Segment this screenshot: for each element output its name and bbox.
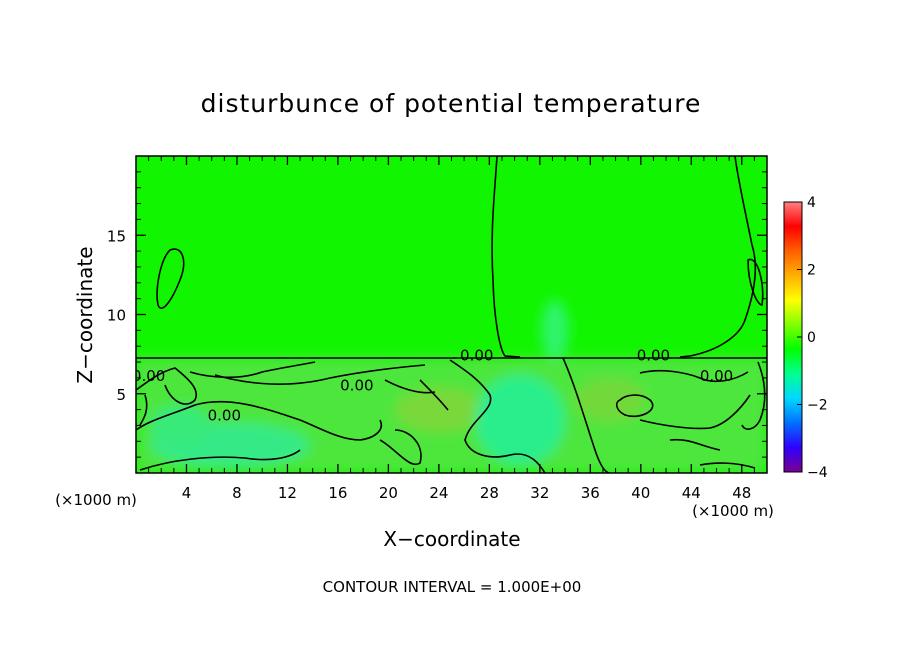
contour-line (214, 364, 426, 385)
contour-line (449, 359, 546, 473)
x-axis-label: X−coordinate (383, 527, 520, 551)
y-tick-label: 5 (116, 386, 126, 404)
contour-label: 0.00 (208, 407, 241, 425)
y-axis: 5 10 15 (107, 171, 767, 458)
warm-patch-2 (575, 378, 645, 422)
y-tick-label: 15 (107, 227, 126, 245)
contour-line (419, 379, 449, 411)
x-tick-label: 36 (581, 484, 600, 502)
contour-line (139, 449, 301, 471)
contour-label: 0.00 (340, 377, 373, 395)
y-axis-label: Z−coordinate (73, 246, 97, 383)
contour-line (639, 370, 749, 383)
colorbar-tick-label: 2 (807, 263, 816, 279)
x-tick-label: 28 (480, 484, 499, 502)
x-tick-label: 24 (429, 484, 448, 502)
x-tick-label: 32 (530, 484, 549, 502)
cool-patch-3 (541, 300, 569, 360)
contour-label: 0.00 (132, 367, 165, 385)
x-tick-label: 40 (631, 484, 650, 502)
contour-line (384, 379, 436, 394)
chart-title: disturbunce of potential temperature (201, 89, 702, 118)
contour-label: 0.00 (460, 346, 493, 364)
contour-label: 0.00 (700, 367, 733, 385)
contour-line (136, 400, 382, 441)
contour-line (156, 248, 185, 309)
contour-lines (136, 156, 767, 473)
x-axis: 4 8 12 16 20 24 28 32 36 40 44 48 (148, 156, 755, 502)
contour-line (639, 394, 751, 430)
colorbar: 4 2 0 −2 −4 (783, 195, 828, 481)
contour-line (679, 156, 757, 358)
x-tick-label: 48 (732, 484, 751, 502)
cool-patch-4 (150, 405, 210, 445)
y-tick-label: 10 (107, 307, 126, 325)
plot-area: 0.00 0.00 0.00 0.00 0.00 0.00 (132, 156, 767, 473)
contour-label: 0.00 (637, 346, 670, 364)
contour-line (136, 367, 197, 405)
contour-line (747, 258, 764, 306)
contour-line (379, 429, 422, 466)
contour-line (562, 357, 611, 473)
x-tick-label: 4 (182, 484, 192, 502)
contour-labels: 0.00 0.00 0.00 0.00 0.00 0.00 (132, 346, 733, 425)
cool-patch-1 (475, 375, 565, 465)
colorbar-ticks: 4 2 0 −2 −4 (797, 195, 828, 481)
x-tick-label: 44 (682, 484, 701, 502)
x-unit-right: (×1000 m) (692, 502, 774, 520)
contour-line (491, 156, 521, 358)
x-tick-label: 12 (278, 484, 297, 502)
warm-patch-1 (395, 388, 485, 432)
colorbar-tick-label: −4 (807, 465, 828, 481)
contour-line (189, 361, 316, 379)
contour-line (669, 438, 721, 451)
contour-interval-footer: CONTOUR INTERVAL = 1.000E+00 (323, 578, 582, 596)
contour-line (615, 394, 654, 418)
colorbar-tick-label: −2 (807, 398, 828, 414)
x-unit-left: (×1000 m) (55, 491, 137, 509)
x-tick-label: 16 (328, 484, 347, 502)
x-tick-label: 8 (232, 484, 242, 502)
colorbar-tick-label: 4 (807, 195, 816, 211)
x-tick-label: 20 (379, 484, 398, 502)
colorbar-tick-label: 0 (807, 330, 816, 346)
contour-line (139, 394, 148, 426)
contour-line (699, 462, 756, 469)
